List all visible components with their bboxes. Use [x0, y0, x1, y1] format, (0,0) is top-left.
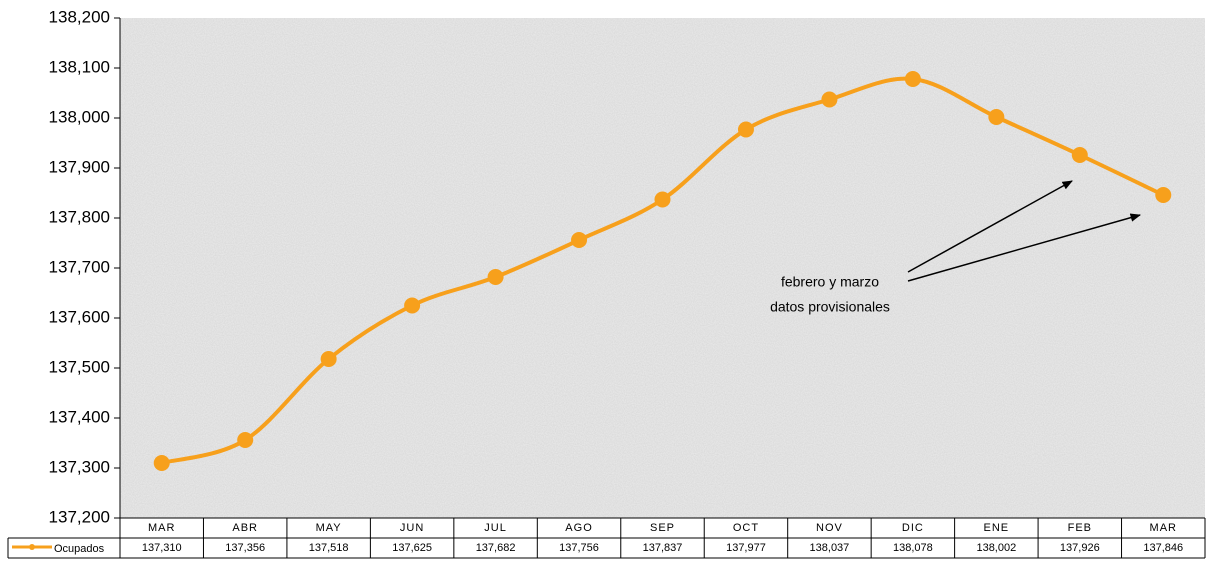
x-tick-label: MAY: [316, 522, 342, 534]
y-tick-label: 137,400: [49, 407, 110, 426]
x-tick-label: DIC: [902, 522, 924, 534]
plot-texture: [120, 18, 1205, 518]
y-tick-label: 137,800: [49, 207, 110, 226]
table-value: 137,518: [309, 542, 349, 554]
marker: [1071, 147, 1088, 163]
x-tick-label: JUN: [400, 522, 424, 534]
x-tick-label: SEP: [650, 522, 675, 534]
table-value: 137,926: [1060, 542, 1100, 554]
marker: [237, 432, 254, 448]
y-tick-label: 138,000: [49, 107, 110, 126]
table-value: 137,837: [643, 542, 683, 554]
marker: [988, 109, 1005, 125]
x-tick-label: MAR: [148, 522, 175, 534]
legend-marker: [29, 544, 35, 550]
marker: [821, 91, 838, 108]
x-tick-label: NOV: [816, 522, 843, 534]
marker: [737, 121, 754, 138]
annotation: febrero y marzo: [781, 274, 879, 290]
arrow: [907, 213, 1142, 282]
legend-label: Ocupados: [54, 543, 105, 555]
x-tick-label: FEB: [1068, 522, 1092, 534]
y-tick-label: 138,100: [49, 57, 110, 76]
x-tick-label: MAR: [1150, 522, 1177, 534]
y-tick-label: 137,600: [49, 307, 110, 326]
y-tick-label: 137,500: [49, 357, 110, 376]
y-tick-label: 137,900: [49, 157, 110, 176]
table-value: 137,756: [559, 542, 599, 554]
marker: [404, 297, 421, 314]
table-value: 138,037: [810, 542, 850, 554]
x-tick-label: JUL: [484, 522, 507, 534]
table-value: 137,846: [1143, 542, 1183, 554]
chart-layer: 137,200 137,300 137,400 137,500 137,600 137,7…: [7, 7, 1206, 559]
x-tick-label: ENE: [984, 522, 1010, 534]
y-tick-label: 137,200: [49, 507, 110, 526]
table-value: 137,977: [726, 542, 766, 554]
table-value: 137,356: [225, 542, 265, 554]
y-tick-label: 137,300: [49, 457, 110, 476]
marker: [153, 455, 170, 471]
table-value: 138,002: [976, 542, 1016, 554]
x-tick-label: AGO: [565, 522, 592, 534]
marker: [654, 191, 671, 208]
y-tick-label: 137,700: [49, 257, 110, 276]
y-tick-label: 138,200: [49, 7, 110, 26]
table-value: 137,625: [392, 542, 432, 554]
table-value: 137,310: [142, 542, 182, 554]
x-tick-label: ABR: [232, 522, 258, 534]
marker: [904, 71, 921, 87]
marker: [320, 351, 337, 367]
table-value: 138,078: [893, 542, 933, 554]
marker: [487, 269, 504, 285]
x-tick-label: OCT: [733, 522, 759, 534]
marker: [571, 232, 588, 248]
annotation: datos provisionales: [770, 299, 890, 315]
table-value: 137,682: [476, 542, 516, 554]
marker: [1155, 187, 1172, 203]
arrow: [907, 180, 1073, 273]
